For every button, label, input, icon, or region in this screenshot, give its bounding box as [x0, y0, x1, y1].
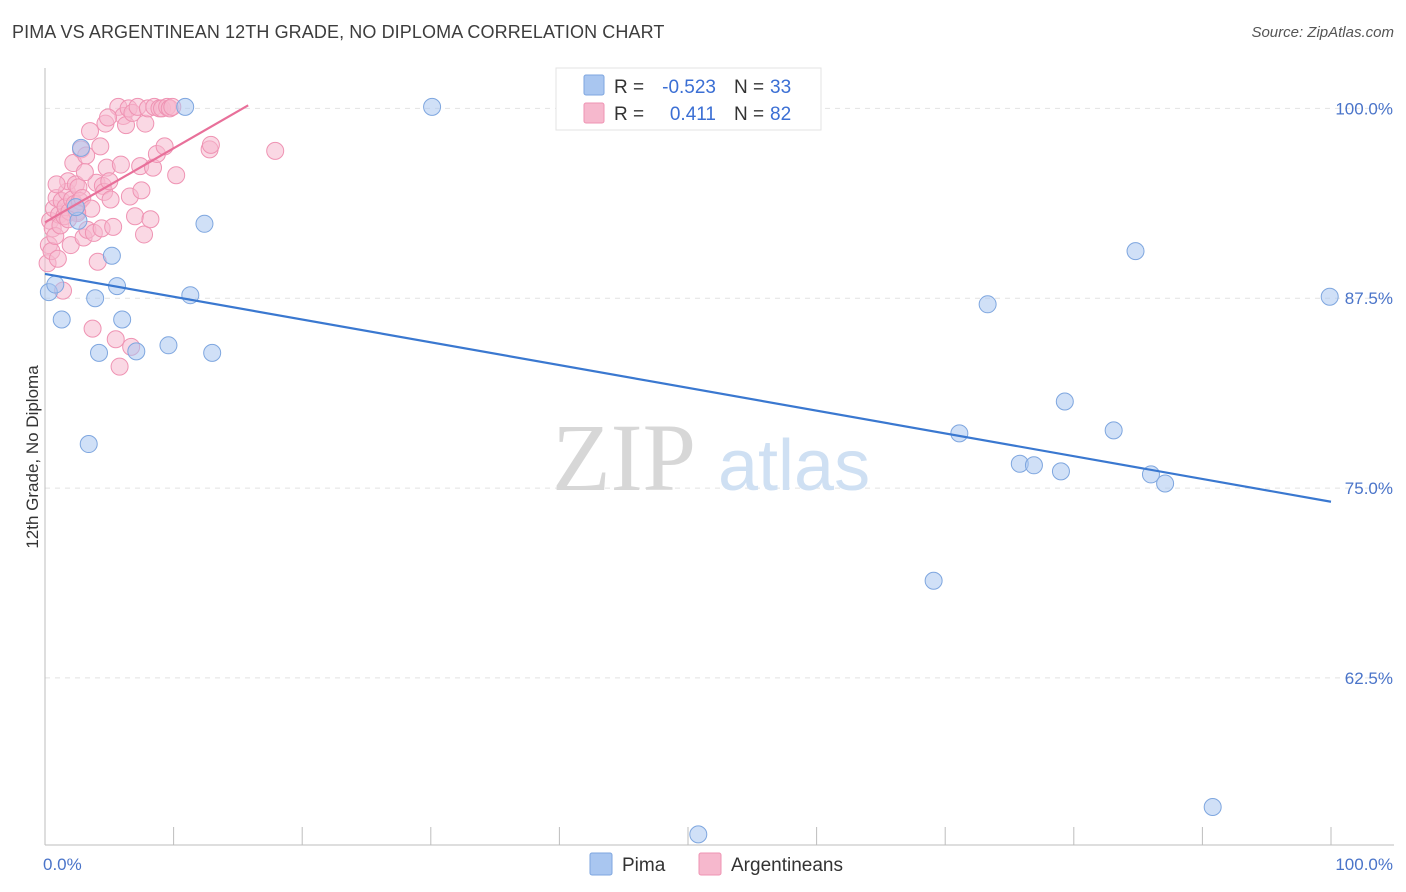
argentineans-swatch [583, 102, 605, 124]
argentineans-point-37 [91, 137, 110, 156]
legend-argentineans-label: Argentineans [731, 855, 843, 876]
stats-legend: R = -0.523 N = 33 R = 0.411 N = 82 [555, 67, 822, 131]
argentineans-point-60 [135, 225, 154, 244]
pima-point-24 [1051, 462, 1070, 481]
pima-point-18 [689, 825, 708, 844]
y-tick-label-1: 87.5% [1345, 289, 1393, 308]
chart-title: PIMA VS ARGENTINEAN 12TH GRADE, NO DIPLO… [12, 22, 665, 42]
argentineans-r-label: R = [614, 104, 644, 125]
argentineans-n-value: 82 [770, 104, 791, 125]
pima-point-1 [46, 275, 65, 294]
trend-lines [44, 104, 1332, 503]
watermark: ZIP atlas [552, 404, 870, 511]
pima-r-label: R = [614, 77, 644, 98]
y-tick-label-3: 62.5% [1345, 669, 1393, 688]
watermark-atlas: atlas [718, 426, 870, 506]
argentineans-point-8 [48, 249, 67, 268]
argentineans-trend-line [44, 104, 249, 224]
argentineans-point-48 [110, 357, 129, 376]
argentineans-n-label: N = [734, 104, 764, 125]
pima-point-19 [924, 571, 943, 590]
pima-point-21 [978, 295, 997, 314]
pima-points [39, 97, 1339, 844]
pima-point-10 [113, 310, 132, 329]
pima-point-20 [950, 424, 969, 443]
legend-argentineans-swatch [698, 852, 722, 876]
pima-point-7 [90, 343, 109, 362]
pima-point-29 [1156, 474, 1175, 493]
pima-point-6 [86, 289, 105, 308]
pima-trend-line [44, 272, 1332, 503]
argentineans-point-73 [167, 166, 186, 185]
pima-n-value: 33 [770, 77, 791, 98]
argentineans-point-31 [81, 122, 100, 141]
argentineans-point-81 [99, 108, 118, 127]
pima-n-label: N = [734, 77, 764, 98]
pima-point-17 [423, 97, 442, 116]
pima-point-13 [176, 97, 195, 116]
pima-point-25 [1055, 392, 1074, 411]
pima-point-31 [1320, 287, 1339, 306]
argentineans-point-49 [111, 155, 130, 174]
x-tick-label-0: 0.0% [43, 855, 82, 874]
pima-point-27 [1126, 242, 1145, 261]
legend-pima-label: Pima [622, 855, 666, 876]
argentineans-point-59 [132, 181, 151, 200]
pima-point-15 [195, 214, 214, 233]
pima-point-2 [52, 310, 71, 329]
argentineans-point-75 [201, 135, 220, 154]
pima-r-value: -0.523 [662, 77, 716, 98]
pima-point-8 [102, 246, 121, 265]
x-tick-labels: 0.0% 100.0% [43, 855, 1393, 874]
argentineans-r-value: 0.411 [670, 104, 716, 125]
y-tick-labels: 100.0% 87.5% 75.0% 62.5% [1335, 99, 1393, 688]
pima-swatch [583, 74, 605, 96]
argentineans-point-46 [106, 330, 125, 349]
x-tick-label-1: 100.0% [1335, 855, 1393, 874]
argentineans-point-56 [126, 207, 145, 226]
argentineans-point-63 [141, 210, 160, 229]
source-label: Source: ZipAtlas.com [1251, 24, 1394, 41]
pima-point-12 [159, 336, 178, 355]
series-legend: Pima Argentineans [589, 852, 843, 876]
pima-point-4 [72, 138, 91, 157]
argentineans-point-61 [136, 114, 155, 133]
pima-point-5 [79, 435, 98, 454]
argentineans-points [38, 97, 285, 376]
y-tick-label-0: 100.0% [1335, 99, 1393, 118]
axes [44, 68, 1394, 846]
pima-point-16 [203, 343, 222, 362]
argentineans-point-80 [47, 175, 66, 194]
argentineans-point-44 [101, 190, 120, 209]
y-axis-label: 12th Grade, No Diploma [23, 365, 42, 549]
argentineans-point-76 [266, 141, 285, 160]
pima-point-11 [127, 342, 146, 361]
y-tick-label-2: 75.0% [1345, 479, 1393, 498]
argentineans-point-33 [83, 319, 102, 338]
pima-point-23 [1024, 456, 1043, 475]
legend-pima-swatch [589, 852, 613, 876]
pima-point-30 [1203, 798, 1222, 817]
pima-point-26 [1104, 421, 1123, 440]
watermark-zip: ZIP [552, 404, 696, 511]
argentineans-point-45 [104, 217, 123, 236]
argentineans-point-78 [75, 163, 94, 182]
